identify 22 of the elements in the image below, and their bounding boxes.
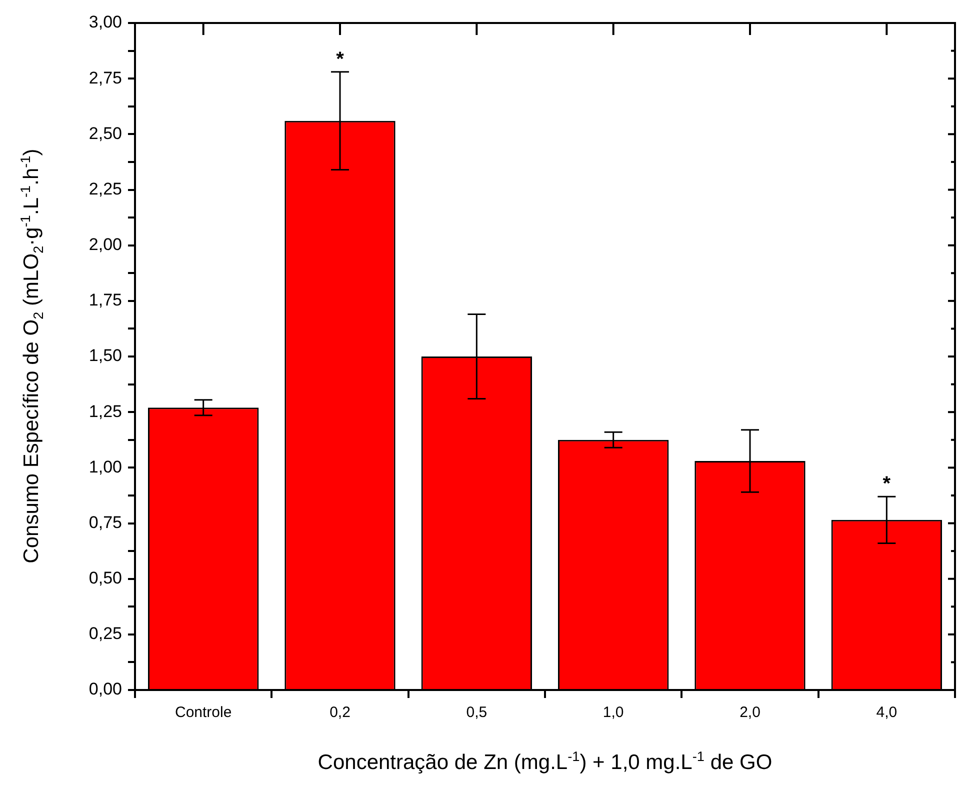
- y-tick-label: 3,00: [88, 12, 122, 32]
- x-tick-label: 0,5: [466, 704, 488, 722]
- annotation: *: [882, 473, 891, 496]
- y-tick-label: 0,25: [88, 624, 122, 644]
- y-tick-label: 2,75: [88, 68, 122, 88]
- y-tick-label: 1,25: [88, 402, 122, 421]
- y-tick-label: 0,00: [88, 680, 122, 699]
- x-axis-title: Concentração de Zn (mg.L$^{-1}$) + 1,0 mg.L$^{-1}$ de GO: [318, 749, 772, 775]
- y-tick-label: 2,25: [88, 179, 122, 198]
- y-tick-label: 1,75: [88, 290, 122, 310]
- x-tick-label: 2,0: [740, 704, 760, 722]
- x-tick-label: Controle: [174, 704, 232, 722]
- y-tick-label: 2,50: [88, 124, 122, 143]
- y-tick-label: 0,50: [88, 568, 122, 588]
- annotation: *: [336, 48, 344, 70]
- y-tick-label: 1,50: [88, 346, 122, 366]
- y-tick-label: 0,75: [88, 512, 122, 532]
- x-tick-label: 1,0: [602, 704, 624, 722]
- x-tick-label: 0,2: [330, 704, 350, 722]
- y-tick-label: 1,00: [88, 457, 122, 476]
- x-tick-label: 4,0: [876, 704, 898, 722]
- y-tick-label: 2,00: [88, 235, 122, 254]
